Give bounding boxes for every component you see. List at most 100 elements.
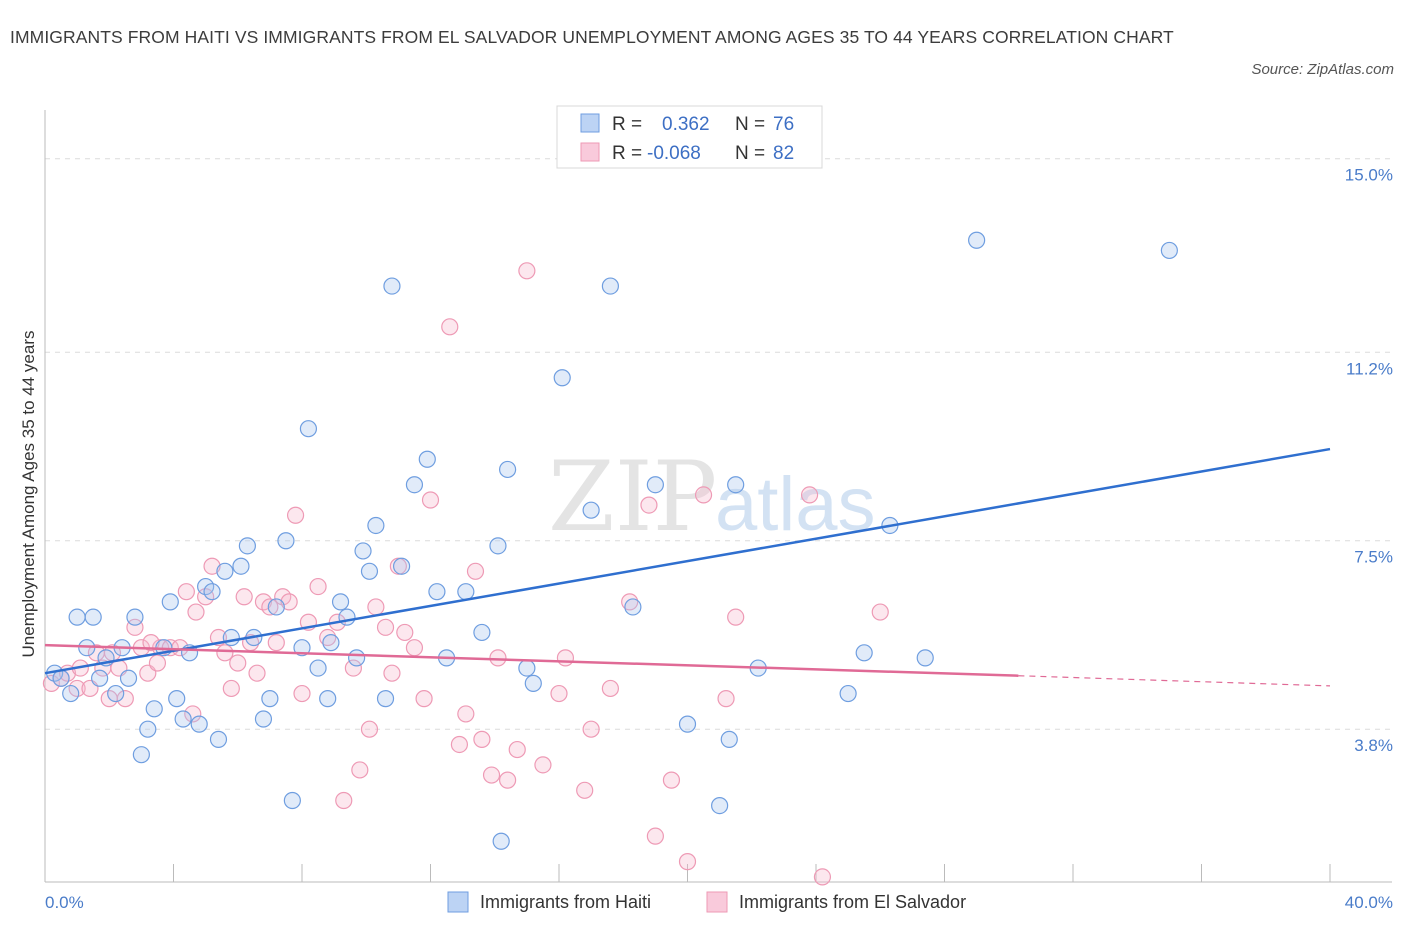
el-salvador-point-42 (360, 720, 379, 738)
haiti-point-25 (222, 628, 240, 647)
el-salvador-point-32 (280, 593, 298, 611)
haiti-point-37 (319, 690, 337, 708)
haiti-point-2 (62, 684, 80, 703)
el-salvador-point-13 (148, 654, 167, 672)
el-salvador-point-29 (261, 598, 279, 616)
el-salvador-point-24 (229, 654, 247, 672)
haiti-point-33 (283, 791, 301, 810)
el-salvador-point-17 (177, 583, 195, 601)
el-salvador-point-9 (116, 690, 134, 708)
haiti-point-54 (489, 537, 507, 555)
haiti-point-62 (624, 598, 642, 616)
el-salvador-point-48 (405, 639, 424, 657)
haiti-point-26 (232, 557, 250, 575)
haiti-point-14 (145, 700, 163, 718)
stats-legend: R = 0.362 N = 76 R = -0.068 N = 82 (556, 105, 823, 169)
el-salvador-point-10 (126, 618, 144, 636)
haiti-point-23 (209, 730, 228, 748)
haiti-point-30 (261, 690, 279, 708)
el-salvador-point-67 (621, 593, 639, 611)
stats-legend-n-el-salvador: 82 (773, 143, 794, 164)
haiti-point-16 (161, 593, 179, 611)
haiti-point-18 (174, 710, 192, 728)
haiti-point-6 (91, 669, 109, 687)
el-salvador-point-66 (601, 679, 620, 698)
haiti-point-49 (418, 450, 436, 468)
haiti-point-45 (376, 690, 395, 708)
haiti-point-56 (499, 460, 517, 479)
haiti-point-74 (1160, 241, 1178, 260)
el-salvador-point-0 (42, 674, 61, 692)
haiti-point-22 (203, 583, 221, 601)
el-salvador-point-27 (248, 664, 266, 682)
series-legend: Immigrants from Haiti Immigrants from El… (447, 891, 966, 913)
el-salvador-point-74 (727, 608, 745, 626)
el-salvador-point-73 (717, 690, 735, 708)
haiti-point-34 (293, 639, 311, 657)
haiti-point-59 (553, 369, 571, 387)
haiti-point-35 (299, 420, 318, 438)
el-salvador-point-30 (267, 634, 285, 652)
haiti-point-52 (457, 583, 475, 601)
el-salvador-point-18 (187, 603, 205, 621)
el-salvador-point-61 (534, 756, 552, 774)
haiti-point-24 (216, 562, 234, 580)
el-salvador-point-23 (222, 679, 240, 698)
stats-legend-r-label-el-salvador: R = (612, 143, 642, 164)
haiti-point-57 (518, 659, 536, 677)
el-salvador-point-47 (396, 623, 414, 642)
haiti-point-70 (855, 644, 873, 662)
el-salvador-point-52 (450, 735, 469, 754)
y-tick-label-0: 3.8% (1354, 736, 1393, 755)
el-salvador-point-56 (482, 766, 501, 784)
x-tick-label-max: 40.0% (1345, 893, 1393, 912)
haiti-point-11 (126, 608, 144, 626)
el-salvador-trend-extension (1018, 675, 1331, 687)
el-salvador-point-37 (319, 628, 337, 647)
stats-legend-n-label-haiti: N = (735, 114, 765, 135)
haiti-point-48 (405, 476, 424, 494)
el-salvador-point-55 (473, 730, 491, 748)
haiti-point-29 (254, 710, 273, 728)
chart-title: IMMIGRANTS FROM HAITI VS IMMIGRANTS FROM… (10, 27, 1174, 47)
haiti-point-66 (720, 730, 738, 748)
haiti-point-41 (348, 649, 366, 667)
haiti-point-50 (428, 583, 446, 601)
haiti-point-63 (646, 476, 664, 494)
el-salvador-point-33 (286, 506, 305, 524)
axes (44, 110, 1392, 883)
stats-legend-haiti-swatch (580, 113, 600, 133)
el-salvador-point-76 (813, 868, 832, 886)
el-salvador-point-44 (376, 618, 395, 636)
stats-legend-el-salvador-swatch (580, 142, 600, 162)
x-tick-label-min: 0.0% (45, 893, 84, 912)
haiti-point-46 (383, 277, 401, 295)
legend-el-salvador-swatch (706, 891, 728, 913)
haiti-point-27 (238, 537, 256, 555)
stats-legend-n-label-el-salvador: N = (735, 143, 765, 164)
haiti-point-65 (711, 796, 729, 815)
el-salvador-points (42, 262, 889, 886)
haiti-point-64 (678, 715, 697, 733)
el-salvador-point-34 (293, 684, 311, 703)
legend-haiti-label: Immigrants from Haiti (480, 892, 651, 912)
el-salvador-point-54 (466, 562, 485, 580)
el-salvador-point-51 (441, 318, 459, 336)
trend-lines (44, 447, 1331, 687)
haiti-point-8 (107, 684, 125, 703)
el-salvador-point-68 (640, 496, 658, 514)
el-salvador-point-72 (694, 486, 713, 504)
y-tick-label-1: 7.5% (1354, 548, 1393, 567)
el-salvador-point-59 (508, 740, 526, 759)
el-salvador-point-69 (646, 827, 664, 845)
el-salvador-point-36 (309, 577, 327, 596)
el-salvador-point-75 (800, 486, 819, 504)
haiti-point-69 (839, 684, 857, 703)
haiti-point-31 (267, 598, 285, 616)
stats-legend-r-haiti: 0.362 (662, 114, 710, 135)
haiti-point-55 (492, 832, 510, 850)
gridlines (45, 158, 1392, 730)
el-salvador-point-49 (415, 690, 433, 708)
stats-legend-frame (556, 105, 823, 169)
